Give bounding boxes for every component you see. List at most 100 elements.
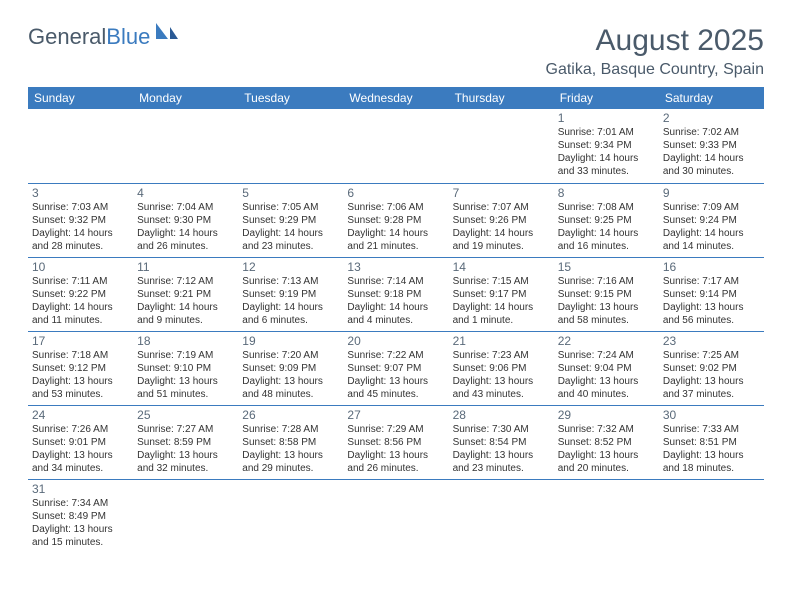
day-info: Sunrise: 7:01 AMSunset: 9:34 PMDaylight:… bbox=[558, 126, 655, 178]
day-info: Sunrise: 7:32 AMSunset: 8:52 PMDaylight:… bbox=[558, 423, 655, 475]
sunset-line: Sunset: 9:29 PM bbox=[242, 214, 339, 227]
daylight-line: Daylight: 13 hours and 29 minutes. bbox=[242, 449, 339, 475]
daylight-line: Daylight: 14 hours and 1 minute. bbox=[453, 301, 550, 327]
sunset-line: Sunset: 9:09 PM bbox=[242, 362, 339, 375]
day-info: Sunrise: 7:24 AMSunset: 9:04 PMDaylight:… bbox=[558, 349, 655, 401]
daylight-line: Daylight: 14 hours and 11 minutes. bbox=[32, 301, 129, 327]
day-info: Sunrise: 7:29 AMSunset: 8:56 PMDaylight:… bbox=[347, 423, 444, 475]
day-number: 1 bbox=[558, 111, 655, 125]
weekday-header: Monday bbox=[133, 87, 238, 109]
sunset-line: Sunset: 9:33 PM bbox=[663, 139, 760, 152]
daylight-line: Daylight: 13 hours and 56 minutes. bbox=[663, 301, 760, 327]
daylight-line: Daylight: 13 hours and 53 minutes. bbox=[32, 375, 129, 401]
calendar-cell bbox=[238, 479, 343, 553]
day-number: 22 bbox=[558, 334, 655, 348]
calendar-cell: 4Sunrise: 7:04 AMSunset: 9:30 PMDaylight… bbox=[133, 183, 238, 257]
weekday-header: Tuesday bbox=[238, 87, 343, 109]
sunrise-line: Sunrise: 7:12 AM bbox=[137, 275, 234, 288]
day-number: 5 bbox=[242, 186, 339, 200]
logo-text-blue: Blue bbox=[106, 24, 150, 50]
calendar-cell bbox=[28, 109, 133, 183]
sunrise-line: Sunrise: 7:29 AM bbox=[347, 423, 444, 436]
day-info: Sunrise: 7:06 AMSunset: 9:28 PMDaylight:… bbox=[347, 201, 444, 253]
sunrise-line: Sunrise: 7:34 AM bbox=[32, 497, 129, 510]
calendar-row: 24Sunrise: 7:26 AMSunset: 9:01 PMDayligh… bbox=[28, 405, 764, 479]
sunrise-line: Sunrise: 7:01 AM bbox=[558, 126, 655, 139]
calendar-cell: 29Sunrise: 7:32 AMSunset: 8:52 PMDayligh… bbox=[554, 405, 659, 479]
sunrise-line: Sunrise: 7:04 AM bbox=[137, 201, 234, 214]
sunset-line: Sunset: 9:14 PM bbox=[663, 288, 760, 301]
calendar-cell: 23Sunrise: 7:25 AMSunset: 9:02 PMDayligh… bbox=[659, 331, 764, 405]
calendar-cell bbox=[238, 109, 343, 183]
day-number: 10 bbox=[32, 260, 129, 274]
daylight-line: Daylight: 13 hours and 48 minutes. bbox=[242, 375, 339, 401]
day-info: Sunrise: 7:18 AMSunset: 9:12 PMDaylight:… bbox=[32, 349, 129, 401]
day-info: Sunrise: 7:11 AMSunset: 9:22 PMDaylight:… bbox=[32, 275, 129, 327]
sunrise-line: Sunrise: 7:23 AM bbox=[453, 349, 550, 362]
sunrise-line: Sunrise: 7:15 AM bbox=[453, 275, 550, 288]
day-info: Sunrise: 7:28 AMSunset: 8:58 PMDaylight:… bbox=[242, 423, 339, 475]
daylight-line: Daylight: 14 hours and 28 minutes. bbox=[32, 227, 129, 253]
day-number: 29 bbox=[558, 408, 655, 422]
daylight-line: Daylight: 13 hours and 40 minutes. bbox=[558, 375, 655, 401]
day-number: 7 bbox=[453, 186, 550, 200]
calendar-row: 31Sunrise: 7:34 AMSunset: 8:49 PMDayligh… bbox=[28, 479, 764, 553]
day-number: 28 bbox=[453, 408, 550, 422]
month-title: August 2025 bbox=[546, 24, 765, 57]
calendar-cell: 15Sunrise: 7:16 AMSunset: 9:15 PMDayligh… bbox=[554, 257, 659, 331]
sunset-line: Sunset: 9:06 PM bbox=[453, 362, 550, 375]
daylight-line: Daylight: 13 hours and 26 minutes. bbox=[347, 449, 444, 475]
sunset-line: Sunset: 9:18 PM bbox=[347, 288, 444, 301]
day-info: Sunrise: 7:33 AMSunset: 8:51 PMDaylight:… bbox=[663, 423, 760, 475]
calendar-cell: 25Sunrise: 7:27 AMSunset: 8:59 PMDayligh… bbox=[133, 405, 238, 479]
day-info: Sunrise: 7:14 AMSunset: 9:18 PMDaylight:… bbox=[347, 275, 444, 327]
daylight-line: Daylight: 14 hours and 33 minutes. bbox=[558, 152, 655, 178]
sunset-line: Sunset: 9:22 PM bbox=[32, 288, 129, 301]
calendar-cell: 28Sunrise: 7:30 AMSunset: 8:54 PMDayligh… bbox=[449, 405, 554, 479]
calendar-cell bbox=[133, 479, 238, 553]
sunset-line: Sunset: 9:28 PM bbox=[347, 214, 444, 227]
day-info: Sunrise: 7:13 AMSunset: 9:19 PMDaylight:… bbox=[242, 275, 339, 327]
calendar-cell: 9Sunrise: 7:09 AMSunset: 9:24 PMDaylight… bbox=[659, 183, 764, 257]
calendar-cell bbox=[554, 479, 659, 553]
day-number: 11 bbox=[137, 260, 234, 274]
sunset-line: Sunset: 9:26 PM bbox=[453, 214, 550, 227]
calendar-cell: 20Sunrise: 7:22 AMSunset: 9:07 PMDayligh… bbox=[343, 331, 448, 405]
sunrise-line: Sunrise: 7:19 AM bbox=[137, 349, 234, 362]
daylight-line: Daylight: 13 hours and 34 minutes. bbox=[32, 449, 129, 475]
day-info: Sunrise: 7:25 AMSunset: 9:02 PMDaylight:… bbox=[663, 349, 760, 401]
sunrise-line: Sunrise: 7:08 AM bbox=[558, 201, 655, 214]
weekday-header-row: Sunday Monday Tuesday Wednesday Thursday… bbox=[28, 87, 764, 109]
day-number: 26 bbox=[242, 408, 339, 422]
daylight-line: Daylight: 13 hours and 23 minutes. bbox=[453, 449, 550, 475]
sunset-line: Sunset: 8:51 PM bbox=[663, 436, 760, 449]
sunrise-line: Sunrise: 7:17 AM bbox=[663, 275, 760, 288]
weekday-header: Thursday bbox=[449, 87, 554, 109]
sunset-line: Sunset: 9:21 PM bbox=[137, 288, 234, 301]
day-number: 8 bbox=[558, 186, 655, 200]
daylight-line: Daylight: 14 hours and 16 minutes. bbox=[558, 227, 655, 253]
calendar-cell bbox=[133, 109, 238, 183]
day-info: Sunrise: 7:09 AMSunset: 9:24 PMDaylight:… bbox=[663, 201, 760, 253]
sunrise-line: Sunrise: 7:09 AM bbox=[663, 201, 760, 214]
day-info: Sunrise: 7:04 AMSunset: 9:30 PMDaylight:… bbox=[137, 201, 234, 253]
calendar-cell: 19Sunrise: 7:20 AMSunset: 9:09 PMDayligh… bbox=[238, 331, 343, 405]
logo-sail-icon bbox=[154, 21, 180, 47]
sunset-line: Sunset: 9:17 PM bbox=[453, 288, 550, 301]
day-info: Sunrise: 7:34 AMSunset: 8:49 PMDaylight:… bbox=[32, 497, 129, 549]
day-info: Sunrise: 7:08 AMSunset: 9:25 PMDaylight:… bbox=[558, 201, 655, 253]
calendar-row: 3Sunrise: 7:03 AMSunset: 9:32 PMDaylight… bbox=[28, 183, 764, 257]
calendar-cell: 21Sunrise: 7:23 AMSunset: 9:06 PMDayligh… bbox=[449, 331, 554, 405]
sunset-line: Sunset: 9:07 PM bbox=[347, 362, 444, 375]
daylight-line: Daylight: 14 hours and 26 minutes. bbox=[137, 227, 234, 253]
calendar-cell: 14Sunrise: 7:15 AMSunset: 9:17 PMDayligh… bbox=[449, 257, 554, 331]
weekday-header: Sunday bbox=[28, 87, 133, 109]
daylight-line: Daylight: 13 hours and 37 minutes. bbox=[663, 375, 760, 401]
sunset-line: Sunset: 9:12 PM bbox=[32, 362, 129, 375]
sunset-line: Sunset: 9:34 PM bbox=[558, 139, 655, 152]
sunset-line: Sunset: 8:56 PM bbox=[347, 436, 444, 449]
daylight-line: Daylight: 14 hours and 4 minutes. bbox=[347, 301, 444, 327]
sunrise-line: Sunrise: 7:11 AM bbox=[32, 275, 129, 288]
calendar-cell: 31Sunrise: 7:34 AMSunset: 8:49 PMDayligh… bbox=[28, 479, 133, 553]
day-number: 3 bbox=[32, 186, 129, 200]
